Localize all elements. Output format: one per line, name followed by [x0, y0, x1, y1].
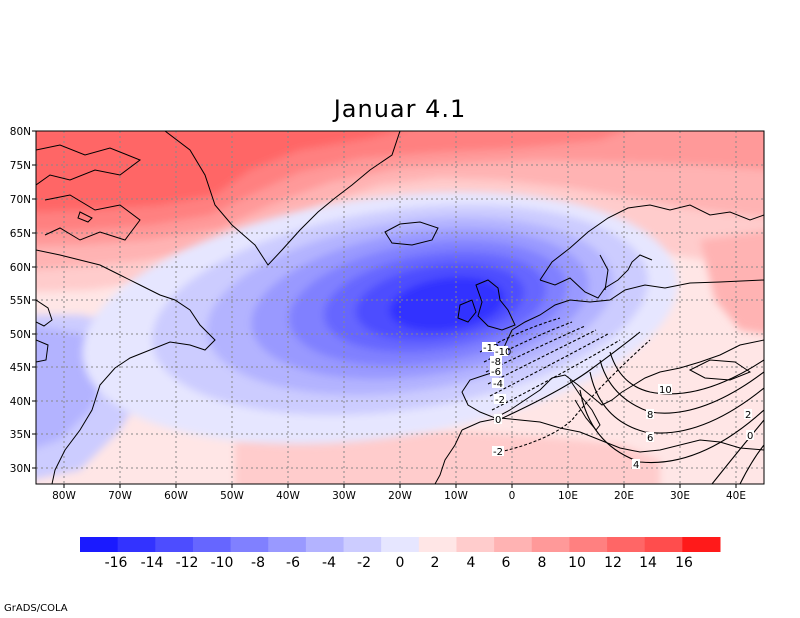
lat-label: 55N: [10, 295, 31, 307]
lat-label: 30N: [10, 463, 31, 475]
colorbar-swatch: [192, 537, 232, 552]
colorbar-swatch: [117, 537, 156, 552]
colorbar-swatch: [155, 537, 194, 552]
contour-label: 0: [747, 431, 753, 442]
contour-label: -12: [483, 343, 499, 354]
contour-lines: [479, 317, 764, 484]
lon-label: 10E: [558, 490, 578, 502]
contour-label-group: -12 -10 -8 -6 -4 -2 0 -2 10 8 6 4 2 0: [482, 342, 754, 471]
coastlines: [36, 131, 764, 484]
lon-label: 40E: [726, 490, 746, 502]
colorbar-swatch: [343, 537, 382, 552]
contour-label: 4: [633, 460, 639, 471]
lat-label: 50N: [10, 329, 31, 341]
contour-label: -2: [493, 447, 503, 458]
contour-label: 2: [745, 410, 751, 421]
contour-label: 0: [495, 415, 501, 426]
colorbar-swatch: [80, 537, 119, 552]
lat-label: 45N: [10, 362, 31, 374]
colorbar-swatch: [418, 537, 457, 552]
contour-label: -10: [495, 347, 511, 358]
colorbar-label: 14: [639, 555, 657, 571]
lon-label: 30W: [332, 490, 356, 502]
lon-label: 20E: [614, 490, 634, 502]
lon-label: 40W: [276, 490, 300, 502]
contour-label: -2: [495, 395, 505, 406]
colorbar-label: 8: [538, 555, 547, 571]
colorbar-label: 12: [604, 555, 622, 571]
colorbar: [80, 537, 721, 552]
colorbar-label: -12: [176, 555, 199, 571]
axis-ticks: [32, 130, 737, 488]
colorbar-swatch: [531, 537, 570, 552]
colorbar-label: 10: [568, 555, 586, 571]
lon-labels: 80W 70W 60W 50W 40W 30W 20W 10W 0 10E 20…: [52, 490, 746, 502]
colorbar-swatch: [494, 537, 533, 552]
lat-label: 65N: [10, 228, 31, 240]
colorbar-swatch: [569, 537, 608, 552]
lon-label: 0: [509, 490, 516, 502]
lon-label: 10W: [444, 490, 468, 502]
colorbar-label: -14: [141, 555, 164, 571]
lat-label: 70N: [10, 194, 31, 206]
colorbar-swatch: [607, 537, 646, 552]
contour-label: 10: [659, 385, 672, 396]
colorbar-swatch: [682, 537, 721, 552]
colorbar-swatch: [381, 537, 420, 552]
contour-label: -4: [493, 379, 503, 390]
colorbar-labels: -16 -14 -12 -10 -8 -6 -4 -2 0 2 4 6 8 10…: [105, 555, 693, 571]
colorbar-label: -16: [105, 555, 128, 571]
contour-label: 6: [647, 433, 653, 444]
lat-label: 60N: [10, 262, 31, 274]
colorbar-label: -10: [211, 555, 234, 571]
contour-label: 8: [647, 410, 653, 421]
lon-label: 50W: [220, 490, 244, 502]
colorbar-label: 2: [431, 555, 440, 571]
contour-label: -8: [491, 357, 501, 368]
colorbar-swatch: [644, 537, 683, 552]
lon-label: 30E: [670, 490, 690, 502]
colorbar-label: 0: [396, 555, 405, 571]
colorbar-label: 4: [467, 555, 476, 571]
lat-label: 80N: [10, 126, 31, 138]
lat-labels: 80N 75N 70N 65N 60N 55N 50N 45N 40N 35N …: [10, 126, 31, 475]
colorbar-label: -8: [251, 555, 265, 571]
colorbar-swatch: [230, 537, 269, 552]
lon-label: 20W: [388, 490, 412, 502]
contour-label: -6: [491, 367, 501, 378]
lat-label: 75N: [10, 160, 31, 172]
colorbar-label: 16: [675, 555, 693, 571]
colorbar-label: -4: [322, 555, 336, 571]
colorbar-swatch: [268, 537, 307, 552]
lat-label: 35N: [10, 429, 31, 441]
lon-label: 60W: [164, 490, 188, 502]
grid-lines: [36, 131, 764, 484]
plot-title: Januar 4.1: [333, 95, 467, 123]
footer-credit: GrADS/COLA: [4, 603, 68, 614]
colorbar-label: 6: [502, 555, 511, 571]
colorbar-label: -2: [357, 555, 371, 571]
colorbar-label: -6: [286, 555, 300, 571]
colorbar-swatch: [456, 537, 495, 552]
lat-label: 40N: [10, 396, 31, 408]
lon-label: 70W: [108, 490, 132, 502]
colorbar-swatch: [305, 537, 345, 552]
lon-label: 80W: [52, 490, 76, 502]
